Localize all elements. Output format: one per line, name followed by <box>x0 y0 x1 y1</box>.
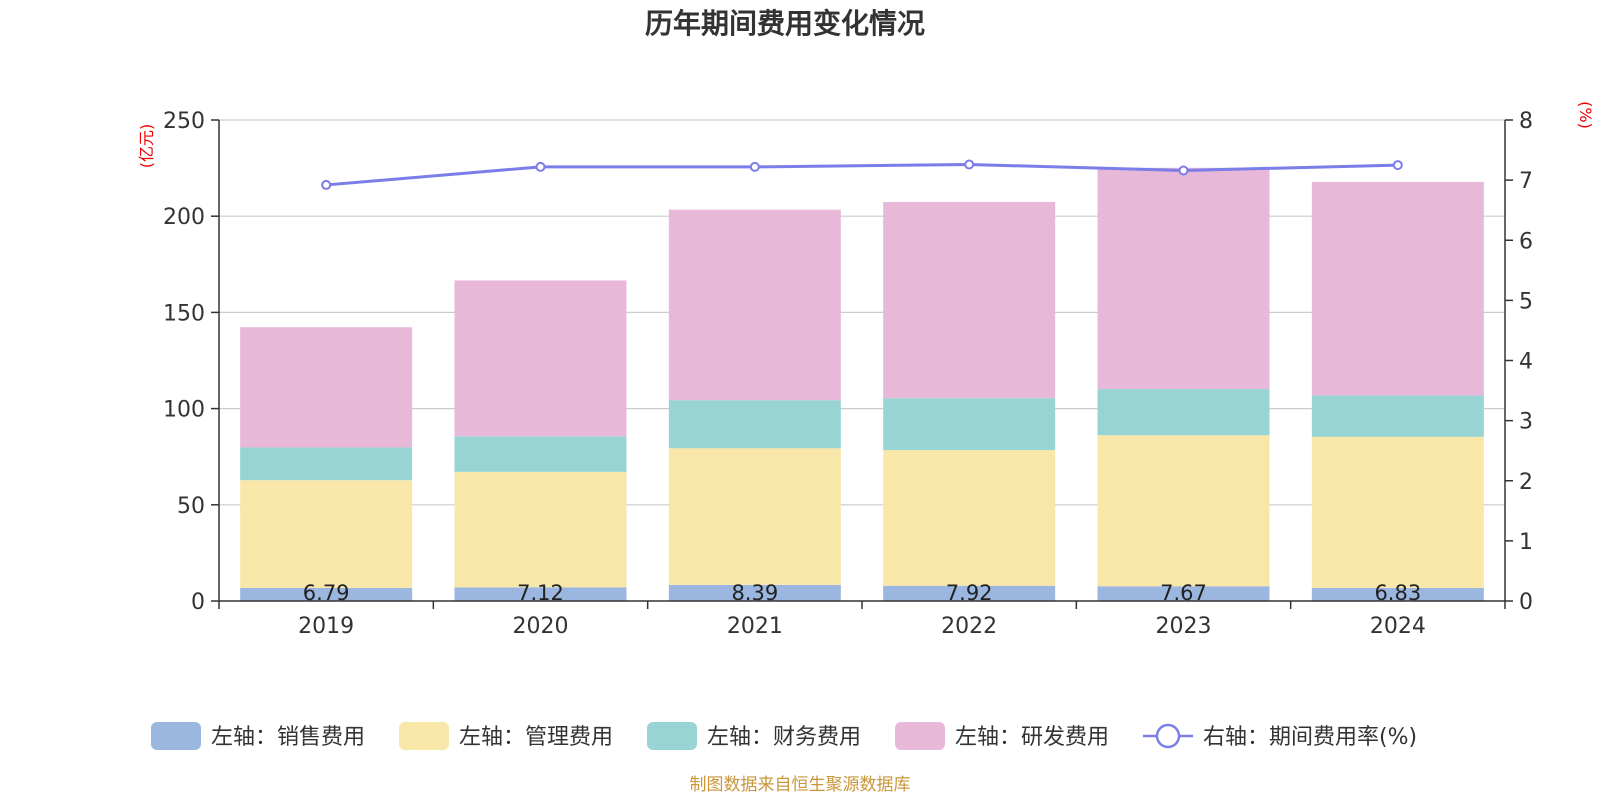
left-tick-label: 150 <box>163 301 205 326</box>
legend-label: 左轴：销售费用 <box>211 725 365 750</box>
right-tick-label: 2 <box>1519 470 1533 495</box>
rate-line-point <box>1178 165 1189 176</box>
bar-segment <box>454 471 627 588</box>
rate-line-point <box>321 179 332 190</box>
bar-segment <box>668 448 841 585</box>
legend-swatch-marker <box>1155 723 1181 749</box>
bar-data-label: 7.92 <box>946 581 993 605</box>
legend-label: 右轴：期间费用率(%) <box>1203 725 1417 750</box>
left-tick-label: 50 <box>177 494 205 519</box>
chart-title: 历年期间费用变化情况 <box>645 7 925 40</box>
bar-segment <box>1311 436 1484 588</box>
bar-segment <box>668 584 841 601</box>
bar-stacks <box>240 167 1484 601</box>
bar-segment <box>883 201 1056 399</box>
rate-line-point <box>749 161 760 172</box>
bar-segment <box>883 585 1056 601</box>
legend: 左轴：销售费用 左轴：管理费用 左轴：财务费用 左轴：研发费用 右轴：期间费用率(%) <box>151 722 1417 750</box>
legend-label: 左轴：研发费用 <box>955 725 1109 750</box>
right-tick-label: 7 <box>1519 169 1533 194</box>
left-tick-label: 250 <box>163 109 205 134</box>
bar-segment <box>1311 181 1484 396</box>
bar-segment <box>240 587 413 601</box>
rate-line-point <box>1392 160 1403 171</box>
bar-segment <box>668 209 841 401</box>
rate-line-point <box>964 159 975 170</box>
x-tick-label: 2022 <box>941 614 997 639</box>
bar-segment <box>454 436 627 472</box>
x-tick-label: 2021 <box>727 614 783 639</box>
bar-segment <box>668 400 841 449</box>
legend-label: 左轴：财务费用 <box>707 725 861 750</box>
grid-lines <box>219 119 1505 506</box>
right-axis-unit: (%) <box>1576 101 1595 129</box>
left-axis-unit: (亿元) <box>137 124 156 169</box>
x-tick-label: 2019 <box>298 614 354 639</box>
right-tick-label: 1 <box>1519 530 1533 555</box>
bar-segment <box>454 587 627 601</box>
bar-segment <box>1097 435 1270 587</box>
bar-segment <box>1097 586 1270 601</box>
bar-segment <box>1097 389 1270 436</box>
right-tick-label: 4 <box>1519 350 1533 375</box>
bar-data-label: 7.12 <box>517 581 564 605</box>
right-tick-label: 6 <box>1519 229 1533 254</box>
right-tick-label: 5 <box>1519 289 1533 314</box>
rate-line-point <box>535 161 546 172</box>
data-labels: 6.79 7.12 8.39 7.92 7.67 6.83 <box>303 581 1421 605</box>
bar-data-label: 7.67 <box>1160 581 1207 605</box>
bar-segment <box>883 398 1056 451</box>
right-tick-label: 8 <box>1519 109 1533 134</box>
legend-swatch <box>895 722 945 750</box>
bar-segment <box>240 480 413 588</box>
bar-segment <box>1311 587 1484 601</box>
legend-swatch <box>151 722 201 750</box>
right-tick-label: 0 <box>1519 590 1533 615</box>
axes: 0 50 100 150 200 250 0 1 2 3 4 5 6 7 8 2019 2020 2021 2022… <box>163 109 1533 639</box>
x-tick-label: 2023 <box>1156 614 1212 639</box>
left-tick-label: 100 <box>163 398 205 423</box>
bar-segment <box>240 447 413 481</box>
bar-data-label: 6.83 <box>1374 581 1421 605</box>
rate-line <box>321 159 1403 190</box>
left-tick-label: 0 <box>191 590 205 615</box>
left-tick-label: 200 <box>163 205 205 230</box>
data-source-note: 制图数据来自恒生聚源数据库 <box>690 775 911 795</box>
rate-line-path <box>326 162 1398 187</box>
bar-segment <box>240 327 413 448</box>
bar-segment <box>1311 395 1484 437</box>
bar-segment <box>454 280 627 437</box>
x-tick-label: 2020 <box>513 614 569 639</box>
legend-swatch <box>399 722 449 750</box>
bar-data-label: 8.39 <box>731 581 778 605</box>
legend-swatch <box>647 722 697 750</box>
bar-segment <box>883 450 1056 586</box>
x-tick-label: 2024 <box>1370 614 1426 639</box>
bar-segment <box>1097 167 1270 390</box>
right-tick-label: 3 <box>1519 410 1533 435</box>
bar-data-label: 6.79 <box>303 581 350 605</box>
legend-label: 左轴：管理费用 <box>459 725 613 750</box>
